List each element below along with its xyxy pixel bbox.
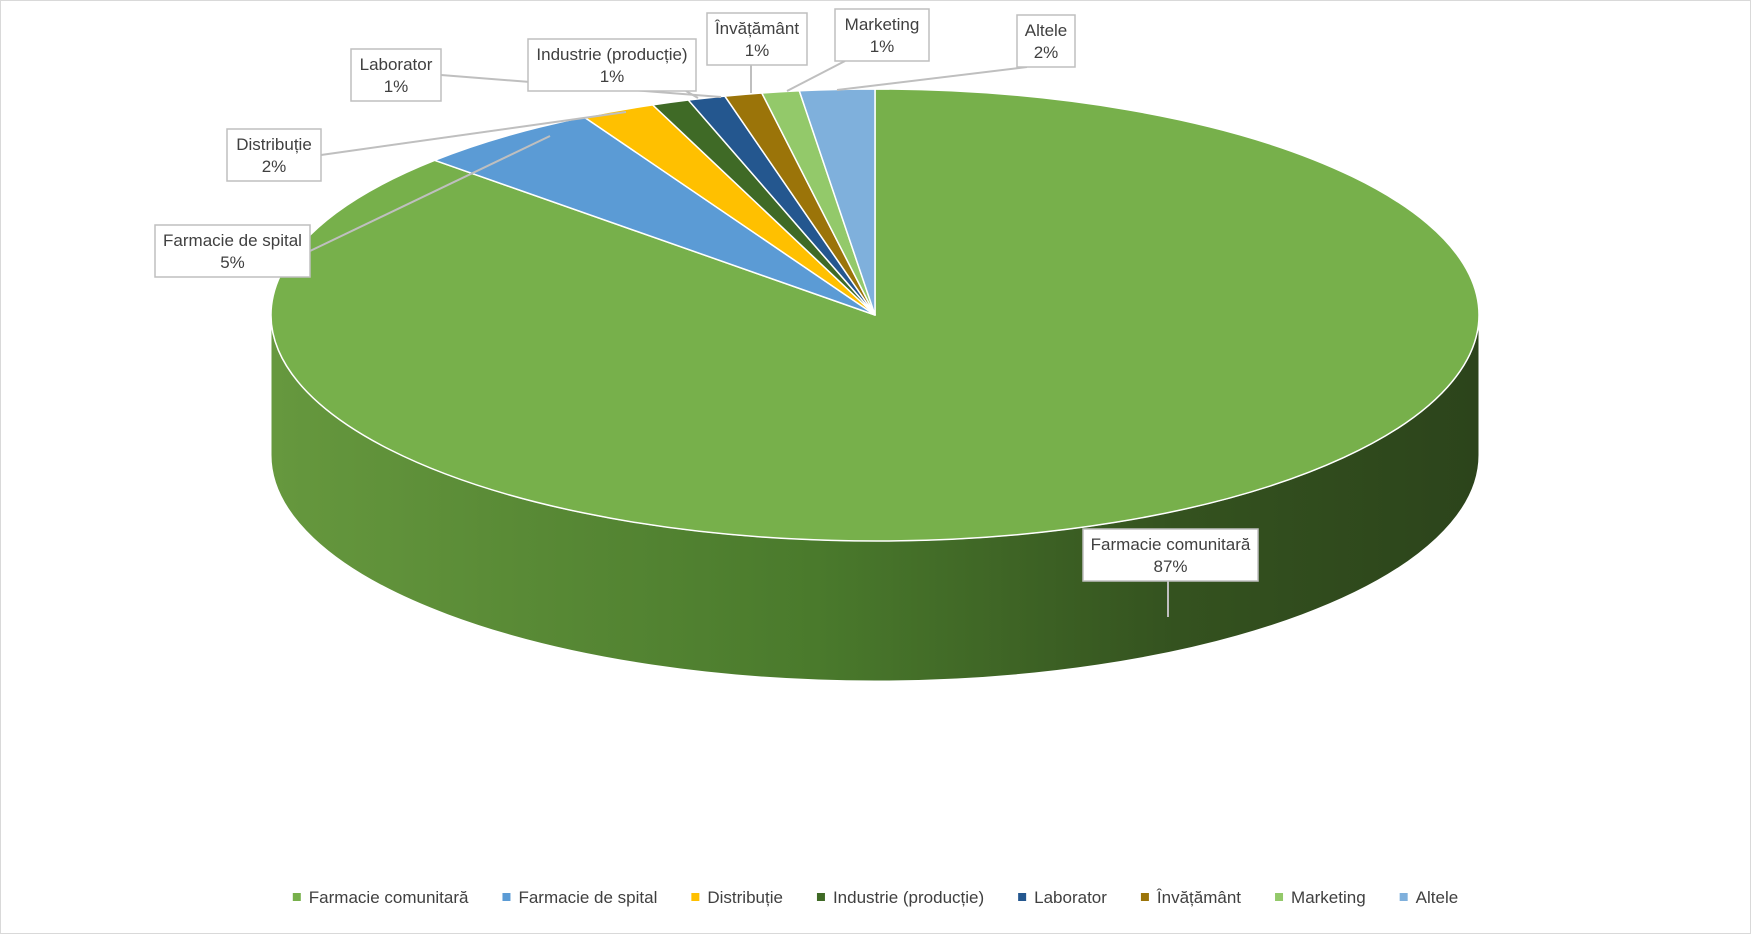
legend-item-invatamant[interactable]: Învățământ xyxy=(1140,888,1241,907)
data-label-category: Industrie (producție) xyxy=(536,45,687,64)
data-label-value: 1% xyxy=(870,37,895,56)
data-label-category: Laborator xyxy=(360,55,433,74)
data-label-farmacie-comunitara: Farmacie comunitară 87% xyxy=(1082,528,1259,582)
legend-swatch xyxy=(1275,893,1284,901)
legend-item-laborator[interactable]: Laborator xyxy=(1018,888,1107,907)
legend-swatch xyxy=(1399,893,1408,901)
data-label-box xyxy=(350,48,442,102)
data-label-box xyxy=(1016,14,1076,68)
legend-swatch xyxy=(1140,893,1149,901)
data-label-invatamant: Învățământ 1% xyxy=(706,12,808,66)
legend-item-marketing[interactable]: Marketing xyxy=(1275,888,1366,907)
legend-swatch xyxy=(691,893,700,901)
data-label-industrie-productie: Industrie (producție) 1% xyxy=(527,38,697,92)
legend-label: Învățământ xyxy=(1156,888,1241,907)
legend-label: Laborator xyxy=(1034,888,1107,907)
legend-item-farmacie-comunitara[interactable]: Farmacie comunitară xyxy=(292,888,469,907)
legend-swatch xyxy=(292,893,301,901)
legend-label: Farmacie de spital xyxy=(518,888,657,907)
data-label-box xyxy=(1082,528,1259,582)
legend-swatch xyxy=(502,893,511,901)
data-label-box xyxy=(834,8,930,62)
legend-label: Marketing xyxy=(1291,888,1366,907)
data-label-value: 2% xyxy=(262,157,287,176)
legend-label: Industrie (producție) xyxy=(833,888,984,907)
data-label-value: 87% xyxy=(1153,557,1187,576)
legend-item-farmacie-de-spital[interactable]: Farmacie de spital xyxy=(502,888,657,907)
data-label-distributie: Distribuție 2% xyxy=(226,128,322,182)
leader-line-farmacie-de-spital xyxy=(309,135,551,252)
data-label-category: Altele xyxy=(1025,21,1068,40)
data-label-value: 5% xyxy=(220,253,245,272)
data-label-value: 2% xyxy=(1034,43,1059,62)
data-label-altele: Altele 2% xyxy=(1016,14,1076,68)
data-label-marketing: Marketing 1% xyxy=(834,8,930,62)
leader-line-altele xyxy=(836,66,1028,91)
legend-label: Farmacie comunitară xyxy=(309,888,469,907)
legend-swatch xyxy=(1018,893,1027,901)
legend-item-industrie-productie[interactable]: Industrie (producție) xyxy=(816,888,984,907)
data-label-farmacie-de-spital: Farmacie de spital 5% xyxy=(154,224,311,278)
data-label-value: 1% xyxy=(600,67,625,86)
legend-label: Altele xyxy=(1416,888,1459,907)
data-label-box xyxy=(226,128,322,182)
legend-item-distributie[interactable]: Distribuție xyxy=(691,888,783,907)
legend-label: Distribuție xyxy=(707,888,783,907)
legend-item-altele[interactable]: Altele xyxy=(1399,888,1459,907)
data-label-category: Marketing xyxy=(845,15,920,34)
data-label-box xyxy=(706,12,808,66)
data-label-category: Distribuție xyxy=(236,135,312,154)
data-label-laborator: Laborator 1% xyxy=(350,48,442,102)
legend-swatch xyxy=(816,893,825,901)
data-label-box xyxy=(154,224,311,278)
data-label-category: Farmacie de spital xyxy=(163,231,302,250)
leader-line-distributie xyxy=(320,111,627,156)
data-label-box xyxy=(527,38,697,92)
leader-line-marketing xyxy=(786,60,846,92)
data-label-category: Farmacie comunitară xyxy=(1091,535,1251,554)
data-label-category: Învățământ xyxy=(714,19,799,38)
data-label-value: 1% xyxy=(745,41,770,60)
data-label-value: 1% xyxy=(384,77,409,96)
